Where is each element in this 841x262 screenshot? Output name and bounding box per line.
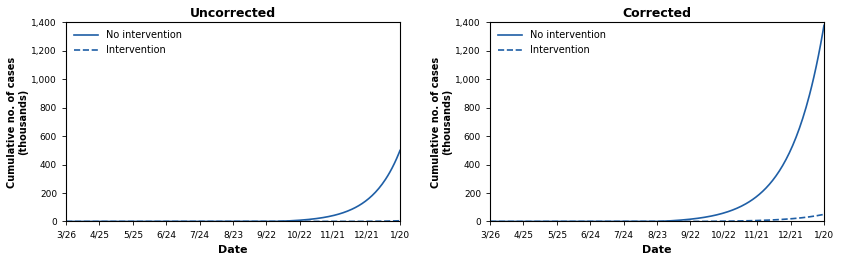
No intervention [485, 220, 495, 223]
Line: No intervention: No intervention [490, 25, 824, 221]
Title: Uncorrected: Uncorrected [190, 7, 276, 20]
No intervention [62, 220, 72, 223]
No intervention [259, 220, 269, 223]
X-axis label: Date: Date [219, 245, 248, 255]
No intervention [61, 220, 71, 223]
No intervention [766, 180, 776, 183]
Intervention [395, 219, 405, 222]
No intervention [683, 218, 693, 221]
Title: Corrected: Corrected [622, 7, 691, 20]
Intervention [485, 220, 495, 223]
Y-axis label: Cumulative no. of cases
(thousands): Cumulative no. of cases (thousands) [431, 56, 452, 188]
No intervention [363, 197, 373, 200]
Intervention [486, 220, 496, 223]
Intervention [684, 220, 694, 223]
Intervention [363, 220, 373, 223]
Intervention [690, 220, 700, 223]
Legend: No intervention, Intervention: No intervention, Intervention [495, 27, 609, 58]
Intervention [342, 220, 352, 223]
Intervention [61, 220, 71, 223]
No intervention [486, 220, 496, 223]
No intervention [788, 144, 798, 147]
X-axis label: Date: Date [643, 245, 672, 255]
Intervention [260, 220, 270, 223]
Line: No intervention: No intervention [66, 150, 400, 221]
No intervention [819, 24, 829, 27]
No intervention [684, 218, 694, 221]
No intervention [266, 220, 276, 223]
Y-axis label: Cumulative no. of cases
(thousands): Cumulative no. of cases (thousands) [7, 56, 29, 188]
No intervention [342, 210, 352, 213]
No intervention [260, 220, 270, 223]
Intervention [683, 220, 693, 223]
Intervention [766, 219, 776, 222]
Intervention [62, 220, 72, 223]
Intervention [266, 220, 276, 223]
Line: Intervention: Intervention [490, 214, 824, 221]
Intervention [819, 213, 829, 216]
Intervention [259, 220, 269, 223]
No intervention [690, 217, 700, 220]
Legend: No intervention, Intervention: No intervention, Intervention [71, 27, 185, 58]
Intervention [788, 217, 798, 220]
No intervention [395, 149, 405, 152]
